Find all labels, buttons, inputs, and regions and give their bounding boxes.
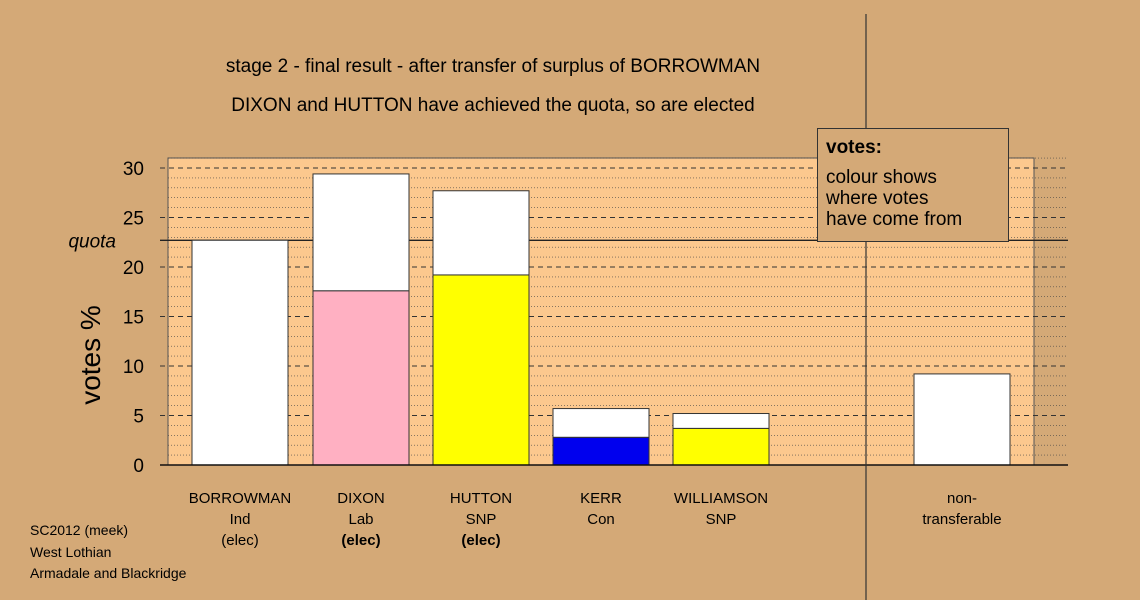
quota-label: quota (68, 231, 116, 252)
x-category-label: DIXON (337, 490, 385, 507)
x-category-label: (elec) (341, 532, 380, 549)
y-tick-label: 0 (133, 456, 144, 477)
x-category-label: HUTTON (450, 490, 512, 507)
footnote-method: SC2012 (meek) (30, 522, 129, 538)
legend-title: votes: (826, 137, 882, 158)
bar-segment (432, 274, 530, 466)
y-tick-label: 25 (123, 209, 144, 230)
bar-segment (552, 436, 650, 466)
bar-segment (312, 290, 410, 466)
bar-segment (913, 373, 1011, 466)
footnote-ward: Armadale and Blackridge (30, 565, 187, 581)
chart-subtitle: DIXON and HUTTON have achieved the quota… (231, 95, 755, 116)
x-category-label: Ind (230, 511, 251, 528)
x-category-label: WILLIAMSON (674, 490, 768, 507)
y-tick-label: 20 (123, 258, 144, 279)
x-category-label: SNP (706, 511, 737, 528)
y-tick-label: 5 (133, 407, 144, 428)
bar-segment (672, 413, 770, 429)
legend-line: have come from (826, 209, 963, 230)
legend-box: votes: colour shows where votes have com… (817, 128, 1009, 242)
x-category-label: Lab (348, 511, 373, 528)
x-category-label: BORROWMAN (189, 490, 292, 507)
bar-segment (191, 239, 289, 466)
x-category-label: KERR (580, 490, 622, 507)
bar-segment (672, 427, 770, 466)
y-tick-label: 10 (123, 357, 144, 378)
x-category-label: (elec) (461, 532, 500, 549)
x-category-label: SNP (466, 511, 497, 528)
chart-title: stage 2 - final result - after transfer … (225, 56, 761, 77)
legend-line: colour shows (826, 167, 937, 188)
bar-segment (552, 408, 650, 438)
y-axis-label: votes % (75, 305, 106, 405)
y-tick-label: 15 (123, 308, 144, 329)
bar-segment (432, 190, 530, 276)
x-category-label: non- (947, 490, 977, 507)
footnote-council: West Lothian (30, 544, 112, 560)
bar-segment (312, 173, 410, 292)
legend-line: where votes (826, 188, 929, 209)
x-category-label: (elec) (221, 532, 259, 549)
y-tick-label: 30 (123, 159, 144, 180)
x-category-label: transferable (922, 511, 1001, 528)
x-category-label: Con (587, 511, 615, 528)
